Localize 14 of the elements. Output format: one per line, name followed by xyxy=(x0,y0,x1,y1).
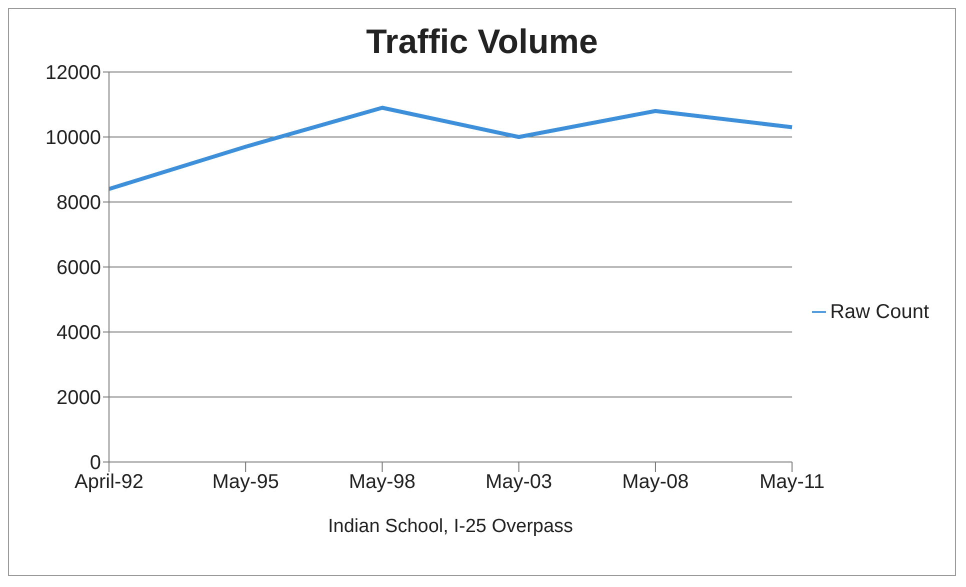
y-tick-label: 6000 xyxy=(56,257,101,280)
x-tick-label: May-98 xyxy=(348,471,416,494)
x-tick-label: May-11 xyxy=(759,471,825,494)
y-tick-label: 4000 xyxy=(56,322,101,344)
x-tick-label: May-03 xyxy=(485,471,552,494)
x-tick-label: May-08 xyxy=(622,471,689,494)
y-tick-label: 12000 xyxy=(45,62,101,84)
x-axis-title: Indian School, I-25 Overpass xyxy=(328,516,574,537)
y-tick-label: 8000 xyxy=(56,192,101,214)
chart-title: Traffic Volume xyxy=(365,23,599,62)
legend-label: Raw Count xyxy=(830,300,929,322)
x-tick-label: May-95 xyxy=(212,471,279,494)
y-tick-label: 10000 xyxy=(45,127,101,150)
y-tick-label: 2000 xyxy=(56,387,101,410)
